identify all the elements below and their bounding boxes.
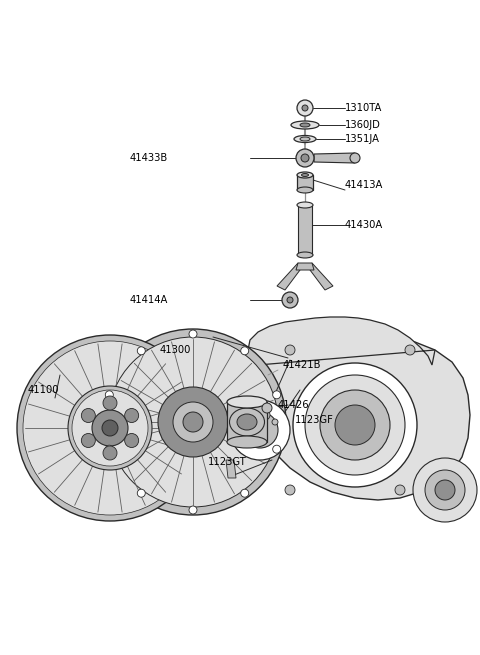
Circle shape (285, 485, 295, 495)
Polygon shape (296, 263, 314, 270)
Polygon shape (226, 460, 236, 478)
Circle shape (92, 410, 128, 446)
Circle shape (301, 154, 309, 162)
Circle shape (435, 480, 455, 500)
Circle shape (23, 341, 197, 515)
Circle shape (105, 391, 113, 399)
Circle shape (102, 420, 118, 436)
Circle shape (413, 458, 477, 522)
Polygon shape (257, 335, 470, 500)
Ellipse shape (297, 202, 313, 208)
Circle shape (335, 405, 375, 445)
Circle shape (293, 363, 417, 487)
Circle shape (105, 445, 113, 453)
Circle shape (273, 445, 281, 453)
Circle shape (296, 149, 314, 167)
Circle shape (100, 329, 286, 515)
Circle shape (17, 335, 203, 521)
Ellipse shape (297, 172, 313, 178)
Circle shape (103, 446, 117, 460)
Circle shape (189, 506, 197, 514)
Circle shape (125, 434, 139, 447)
Circle shape (103, 396, 117, 410)
Polygon shape (298, 205, 312, 255)
Circle shape (241, 346, 249, 355)
Circle shape (273, 391, 281, 399)
Polygon shape (227, 402, 267, 442)
Circle shape (425, 470, 465, 510)
Circle shape (302, 105, 308, 111)
Circle shape (68, 386, 152, 470)
Text: 41413A: 41413A (345, 180, 384, 190)
Circle shape (395, 485, 405, 495)
Text: 41414A: 41414A (130, 295, 168, 305)
Text: 41430A: 41430A (345, 220, 383, 230)
Circle shape (405, 345, 415, 355)
Polygon shape (248, 317, 435, 365)
Circle shape (189, 330, 197, 338)
Ellipse shape (229, 408, 264, 436)
Ellipse shape (301, 174, 309, 176)
Circle shape (287, 297, 293, 303)
Ellipse shape (227, 436, 267, 448)
Circle shape (108, 337, 278, 507)
Ellipse shape (297, 187, 313, 193)
Circle shape (297, 100, 313, 116)
Circle shape (350, 153, 360, 163)
Ellipse shape (297, 252, 313, 258)
Text: 41421B: 41421B (283, 360, 322, 370)
Circle shape (137, 346, 145, 355)
Text: 1360JD: 1360JD (345, 120, 381, 130)
Polygon shape (277, 263, 300, 290)
Polygon shape (314, 153, 355, 163)
Polygon shape (310, 263, 333, 290)
Text: 41426: 41426 (278, 400, 310, 410)
Ellipse shape (237, 414, 257, 430)
Circle shape (282, 292, 298, 308)
Text: 1310TA: 1310TA (345, 103, 383, 113)
Polygon shape (297, 175, 313, 190)
Circle shape (230, 400, 290, 460)
Circle shape (173, 402, 213, 442)
Circle shape (158, 387, 228, 457)
Circle shape (183, 412, 203, 432)
Circle shape (260, 410, 270, 420)
Ellipse shape (227, 396, 267, 408)
Ellipse shape (300, 137, 310, 141)
Ellipse shape (291, 121, 319, 129)
Ellipse shape (300, 123, 310, 127)
Text: 41433B: 41433B (130, 153, 168, 163)
Text: 41300: 41300 (160, 345, 192, 355)
Text: 1351JA: 1351JA (345, 134, 380, 144)
Circle shape (125, 409, 139, 422)
Circle shape (242, 412, 278, 448)
Circle shape (81, 409, 96, 422)
Circle shape (285, 345, 295, 355)
Text: 41100: 41100 (28, 385, 60, 395)
Ellipse shape (294, 136, 316, 143)
Circle shape (320, 390, 390, 460)
Circle shape (305, 375, 405, 475)
Circle shape (272, 419, 278, 425)
Circle shape (72, 390, 148, 466)
Circle shape (241, 489, 249, 497)
Text: 1123GF: 1123GF (295, 415, 334, 425)
Circle shape (137, 489, 145, 497)
Circle shape (81, 434, 96, 447)
Circle shape (262, 403, 272, 413)
Text: 1123GT: 1123GT (208, 457, 247, 467)
